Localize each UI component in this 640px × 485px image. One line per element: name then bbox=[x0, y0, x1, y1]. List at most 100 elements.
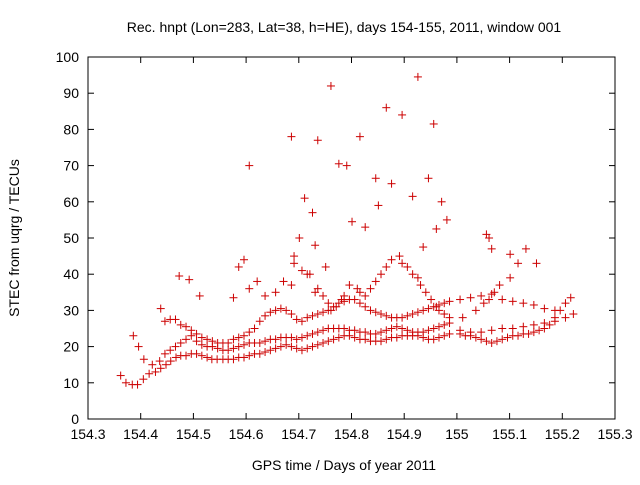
data-point bbox=[121, 378, 130, 387]
data-point bbox=[566, 293, 575, 302]
data-point bbox=[350, 295, 359, 304]
data-point bbox=[156, 364, 165, 373]
data-point bbox=[495, 281, 504, 290]
data-point bbox=[261, 337, 270, 346]
data-point bbox=[239, 340, 248, 349]
x-tick-label: 154.9 bbox=[387, 426, 422, 442]
data-point bbox=[326, 81, 335, 90]
data-point bbox=[498, 335, 507, 344]
data-point bbox=[492, 337, 501, 346]
data-point bbox=[148, 360, 157, 369]
data-point bbox=[208, 337, 217, 346]
data-point bbox=[413, 308, 422, 317]
data-point bbox=[403, 311, 412, 320]
data-point bbox=[239, 331, 248, 340]
data-point bbox=[419, 306, 428, 315]
data-point bbox=[151, 367, 160, 376]
data-point bbox=[313, 136, 322, 145]
data-point bbox=[255, 338, 264, 347]
data-point bbox=[297, 333, 306, 342]
data-point bbox=[245, 161, 254, 170]
y-tick-label: 80 bbox=[63, 121, 79, 137]
data-point bbox=[319, 326, 328, 335]
data-point bbox=[166, 357, 175, 366]
data-point bbox=[440, 320, 449, 329]
data-point bbox=[429, 119, 438, 128]
data-point bbox=[234, 262, 243, 271]
data-point bbox=[295, 234, 304, 242]
data-point bbox=[424, 326, 433, 335]
data-point bbox=[437, 197, 446, 206]
data-point bbox=[266, 346, 275, 355]
data-point bbox=[382, 335, 391, 344]
data-point bbox=[290, 259, 299, 268]
data-point bbox=[424, 174, 433, 183]
data-point bbox=[297, 266, 306, 275]
data-point bbox=[287, 132, 296, 141]
data-point bbox=[266, 308, 275, 317]
x-tick-label: 155.1 bbox=[492, 426, 527, 442]
data-point bbox=[521, 244, 530, 253]
data-point bbox=[519, 322, 528, 331]
data-point bbox=[334, 159, 343, 168]
data-point bbox=[192, 329, 201, 338]
data-point bbox=[271, 288, 280, 297]
data-point bbox=[239, 255, 248, 264]
data-point bbox=[529, 328, 538, 337]
data-point bbox=[176, 320, 185, 329]
data-point bbox=[466, 328, 475, 337]
data-point bbox=[440, 299, 449, 308]
data-point bbox=[442, 215, 451, 224]
x-tick-label: 154.8 bbox=[334, 426, 369, 442]
data-point bbox=[234, 342, 243, 351]
data-point bbox=[175, 272, 184, 281]
data-point bbox=[545, 320, 554, 329]
y-tick-label: 60 bbox=[63, 194, 79, 210]
data-point bbox=[287, 333, 296, 342]
data-point bbox=[427, 295, 436, 304]
data-point bbox=[234, 333, 243, 342]
data-point bbox=[361, 223, 370, 232]
data-point bbox=[434, 306, 443, 315]
data-point bbox=[313, 284, 322, 293]
data-point bbox=[253, 277, 262, 286]
data-point bbox=[282, 340, 291, 349]
data-point bbox=[487, 244, 496, 253]
data-point bbox=[434, 322, 443, 331]
y-tick-label: 0 bbox=[71, 411, 79, 427]
data-point bbox=[398, 110, 407, 119]
y-axis-label: STEC from uqrg / TECUs bbox=[6, 159, 22, 317]
data-point bbox=[197, 340, 206, 349]
data-point bbox=[139, 355, 148, 364]
data-point bbox=[535, 326, 544, 335]
y-tick-label: 100 bbox=[56, 49, 80, 65]
data-point bbox=[458, 313, 467, 322]
data-point bbox=[229, 293, 238, 302]
data-point bbox=[300, 194, 309, 203]
data-point bbox=[487, 338, 496, 347]
data-point bbox=[355, 132, 364, 141]
data-point bbox=[313, 340, 322, 349]
data-point bbox=[303, 313, 312, 322]
data-point bbox=[506, 273, 515, 282]
x-tick-label: 155.2 bbox=[545, 426, 580, 442]
data-point bbox=[387, 324, 396, 333]
data-point bbox=[195, 291, 204, 300]
data-point bbox=[471, 333, 480, 342]
data-point bbox=[550, 317, 559, 326]
data-point bbox=[334, 333, 343, 342]
data-point bbox=[303, 344, 312, 353]
data-point bbox=[192, 349, 201, 358]
data-point bbox=[382, 311, 391, 320]
data-point bbox=[529, 300, 538, 309]
data-point bbox=[403, 326, 412, 335]
data-point bbox=[561, 299, 570, 308]
data-point bbox=[361, 328, 370, 337]
y-tick-label: 70 bbox=[63, 158, 79, 174]
data-point bbox=[561, 313, 570, 322]
data-point bbox=[308, 329, 317, 338]
data-point bbox=[271, 344, 280, 353]
data-point bbox=[445, 329, 454, 338]
data-point bbox=[377, 328, 386, 337]
